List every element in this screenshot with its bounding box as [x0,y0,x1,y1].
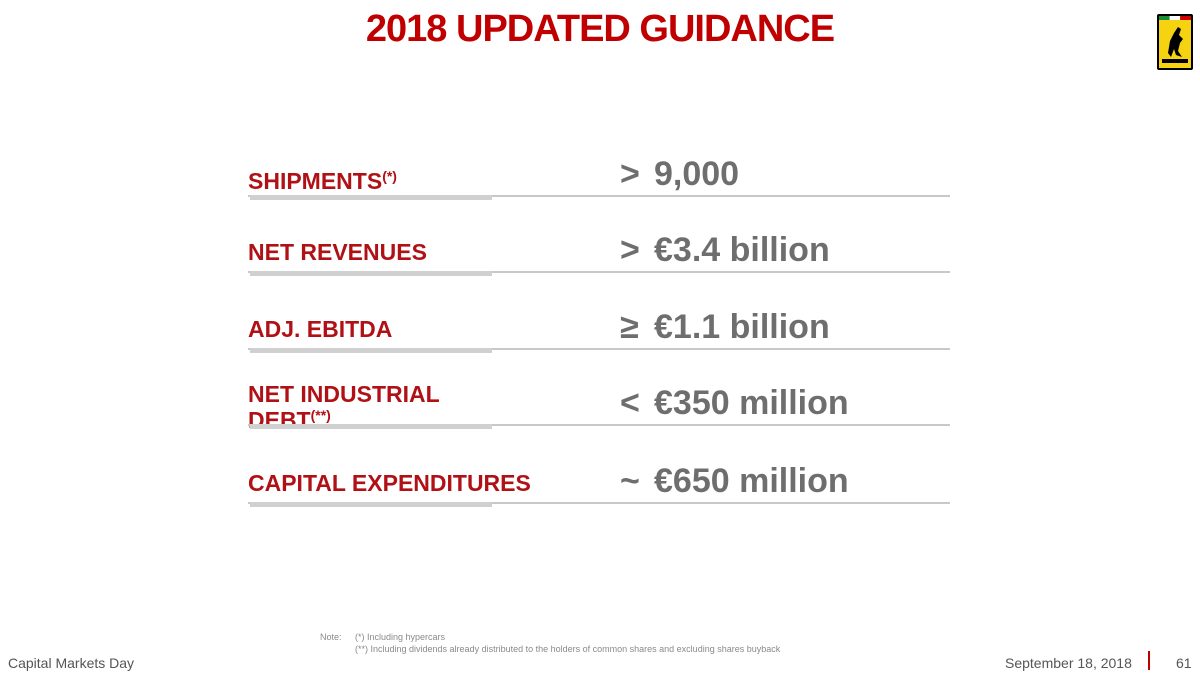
note-mark: (**) [310,407,331,423]
amount: €1.1 billion [654,308,830,346]
label-line: ADJ. EBITDA [248,315,393,342]
label-line: CAPITAL EXPENDITURES [248,469,531,496]
note-item: (**) Including dividends already distrib… [355,644,781,654]
amount: €350 million [654,384,849,422]
note-mark: (*) [382,167,397,184]
amount: €3.4 billion [654,231,830,269]
row-label: NET REVENUES [248,238,427,265]
note-heading: Note: [320,632,342,642]
label-text: NET REVENUES [248,238,427,265]
label-text: ADJ. EBITDA [248,315,393,342]
comparator: > [620,231,640,269]
label-text: SHIPMENTS [248,167,383,194]
row-rule [248,348,950,350]
row-rule [248,195,950,197]
row-bar [250,195,492,200]
footer-event: Capital Markets Day [8,655,135,671]
label-text: CAPITAL EXPENDITURES [248,469,531,496]
row-value: >9,000 [620,155,739,194]
label-line: SHIPMENTS(*) [248,166,397,194]
row-rule [248,424,950,426]
row-label: ADJ. EBITDA [248,315,393,342]
comparator: > [620,155,640,193]
comparator: ~ [620,462,640,500]
row-bar [250,348,492,353]
row-bar [250,271,492,276]
comparator: < [620,384,640,422]
row-rule [248,271,950,273]
amount: 9,000 [654,155,740,193]
logo [1157,14,1193,70]
row-value: > €3.4 billion [620,231,830,270]
page-number: 61 [1176,655,1192,671]
label-line: NET INDUSTRIAL [248,381,440,407]
footer-date: September 18, 2018 [1005,655,1132,671]
row-value: < €350 million [620,384,849,423]
row-value: ≥ €1.1 billion [620,308,830,347]
label-line: NET REVENUES [248,238,427,265]
row-bar [250,502,492,507]
amount: €650 million [654,462,849,500]
row-bar [250,424,492,429]
row-label: CAPITAL EXPENDITURES [248,469,531,496]
title: 2018 UPDATED GUIDANCE [365,8,835,50]
comparator: ≥ [620,308,639,346]
row-label: SHIPMENTS(*) [248,166,397,194]
label-text: DEBT [248,407,311,433]
label-text: NET INDUSTRIAL [248,381,440,407]
separator [1148,651,1150,670]
note-item: (*) Including hypercars [355,632,446,642]
row-value: ~ €650 million [620,462,849,501]
row-rule [248,502,950,504]
